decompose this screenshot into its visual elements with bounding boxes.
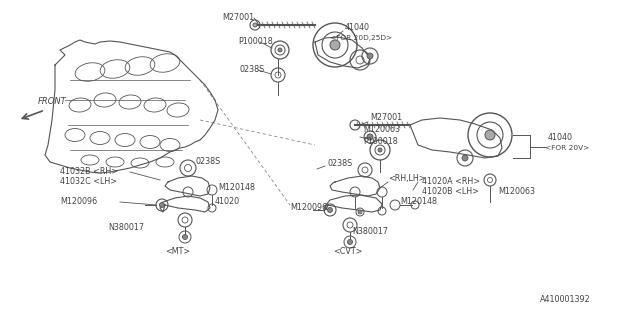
Text: M120148: M120148 [400,197,437,206]
Text: N380017: N380017 [108,223,144,233]
Text: M120063: M120063 [363,125,400,134]
Circle shape [485,130,495,140]
Text: P100018: P100018 [363,138,397,147]
Text: 0238S: 0238S [196,157,221,166]
Text: 41032C <LH>: 41032C <LH> [60,178,117,187]
Polygon shape [325,195,382,212]
Text: P100018: P100018 [238,37,273,46]
Text: M120148: M120148 [218,183,255,193]
Text: M120096: M120096 [60,197,97,206]
Circle shape [348,239,353,244]
Circle shape [278,48,282,52]
Polygon shape [330,176,380,196]
Text: FRONT: FRONT [38,98,67,107]
Text: 0238S: 0238S [240,66,265,75]
Text: 41040: 41040 [548,133,573,142]
Text: M120096: M120096 [290,204,327,212]
Text: 41020A <RH>: 41020A <RH> [422,178,480,187]
Text: <FOR 20V>: <FOR 20V> [545,145,589,151]
Text: 41020: 41020 [215,197,240,206]
Circle shape [159,203,164,207]
Text: A410001392: A410001392 [540,295,591,305]
Text: N380017: N380017 [352,228,388,236]
Circle shape [253,23,257,27]
Circle shape [328,207,333,212]
Circle shape [330,40,340,50]
Polygon shape [165,176,210,196]
Text: 41032B <RH>: 41032B <RH> [60,167,118,177]
Text: <MT>: <MT> [165,247,191,257]
Text: 41040: 41040 [345,23,370,33]
Circle shape [462,155,468,161]
Text: 0238S: 0238S [327,158,352,167]
Text: M27001: M27001 [222,13,254,22]
Circle shape [378,148,382,152]
Polygon shape [315,37,370,68]
Polygon shape [160,196,210,212]
Circle shape [358,210,362,214]
Text: M27001: M27001 [370,114,402,123]
Text: <CVT>: <CVT> [333,247,363,257]
Text: 41020B <LH>: 41020B <LH> [422,188,479,196]
Polygon shape [410,118,502,158]
Text: M120063: M120063 [498,188,535,196]
Circle shape [182,235,188,239]
Circle shape [367,53,373,59]
Circle shape [367,134,373,140]
Text: <FOR 20D,25D>: <FOR 20D,25D> [330,35,392,41]
Text: <RH,LH>: <RH,LH> [388,173,426,182]
Polygon shape [45,40,218,173]
